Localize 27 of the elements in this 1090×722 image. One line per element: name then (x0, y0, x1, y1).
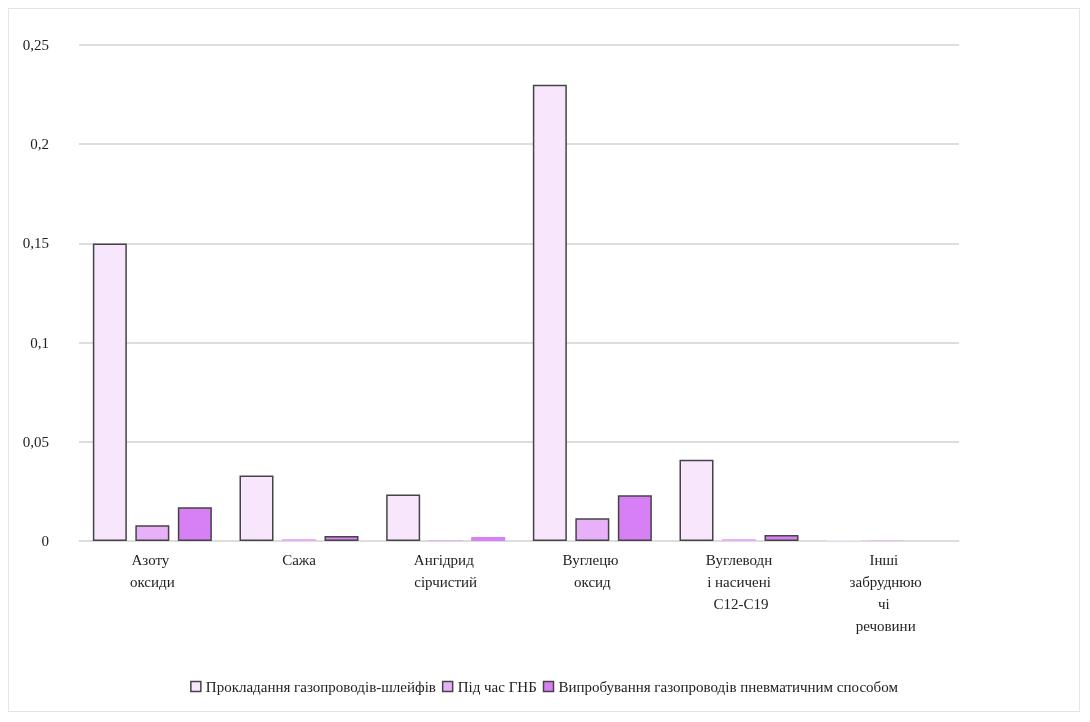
bar (575, 518, 610, 541)
bar (135, 525, 170, 541)
x-tick-label: Азоту оксиди (129, 552, 175, 590)
x-tick-label: Ангідрид сірчистий (413, 552, 478, 590)
y-tick-label: 0,2 (30, 136, 49, 153)
bar (92, 243, 127, 541)
legend-label: Прокладання газопроводів-шлейфів (205, 678, 436, 695)
bar (617, 495, 652, 541)
bar (679, 459, 714, 541)
y-tick-label: 0,1 (30, 334, 49, 351)
legend-label: Під час ГНБ (457, 678, 537, 695)
bar (386, 494, 421, 541)
bar (324, 536, 359, 541)
bar (471, 537, 506, 541)
x-tick-label: Вуглецю оксид (562, 552, 623, 590)
bar (764, 535, 799, 541)
bar (177, 507, 212, 541)
x-tick-label: Інші забруднюючі речовини (849, 552, 922, 634)
y-tick-label: 0,25 (22, 37, 49, 53)
bar (239, 475, 274, 541)
x-tick-label: Сажа (282, 552, 317, 568)
y-tick-label: 0,05 (22, 433, 49, 450)
y-tick-label: 0,15 (22, 235, 49, 252)
y-tick-label: 0 (41, 533, 49, 549)
x-tick-label: Вуглеводні насичені С12-С19 (705, 552, 773, 612)
bar (532, 84, 567, 541)
legend-label: Випробування газопроводів пневматичним способом (558, 678, 899, 695)
